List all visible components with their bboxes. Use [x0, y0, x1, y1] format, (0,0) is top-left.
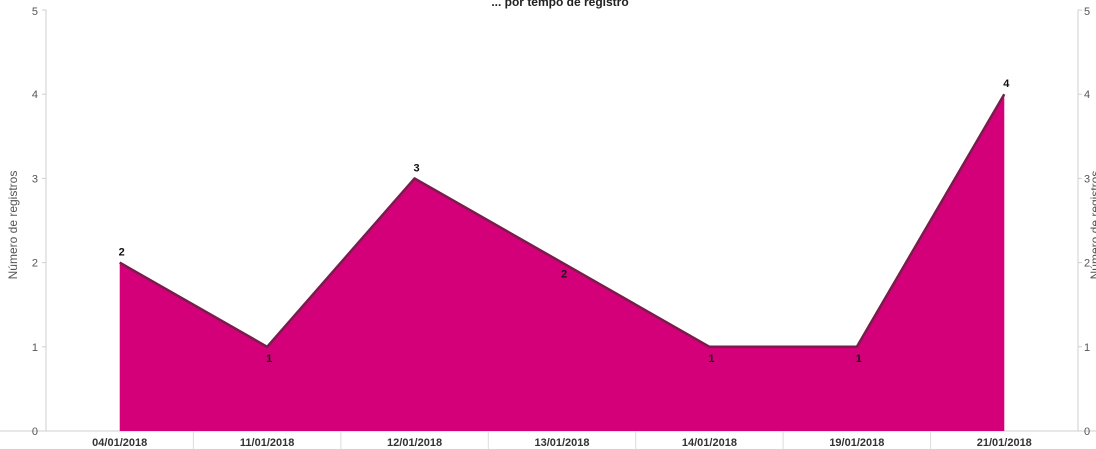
y-tick-label-left: 2: [32, 258, 38, 270]
y-tick-label-right: 5: [1084, 6, 1090, 18]
area-layer: [119, 93, 1006, 431]
chart-title: ... por tempo de registro: [491, 0, 628, 9]
y-tick-label-right: 3: [1084, 173, 1090, 185]
y-axis-right: 0 1 2 3 4 5: [1078, 6, 1090, 438]
x-tick-label: 13/01/2018: [534, 437, 589, 449]
data-label: 2: [561, 269, 567, 281]
data-label: 1: [708, 353, 714, 365]
data-label: 1: [856, 353, 862, 365]
data-label: 3: [414, 162, 420, 174]
y-tick-label-left: 0: [32, 426, 38, 438]
x-tick-label: 11/01/2018: [240, 437, 294, 449]
data-label: 2: [119, 247, 125, 259]
x-tick-label: 12/01/2018: [387, 437, 442, 449]
x-axis: 04/01/2018 11/01/2018 12/01/2018 13/01/2018…: [92, 431, 1032, 449]
x-tick-label: 21/01/2018: [977, 437, 1032, 449]
y-axis-title-right: Número de registros: [1088, 171, 1096, 280]
y-axis-left: 0 1 2 3 4 5: [32, 6, 46, 438]
y-tick-label-left: 1: [32, 342, 38, 354]
y-tick-label-right: 4: [1084, 89, 1090, 101]
y-tick-label-left: 3: [32, 173, 38, 185]
y-tick-label-left: 5: [32, 6, 38, 18]
x-tick-label: 04/01/2018: [92, 437, 147, 449]
area-series-line: [119, 93, 1006, 349]
x-tick-label: 14/01/2018: [682, 437, 737, 449]
data-label: 1: [266, 353, 272, 365]
y-tick-label-right: 1: [1084, 342, 1090, 354]
y-tick-label-right: 2: [1084, 258, 1090, 270]
data-labels: 2 1 3 2 1 1 4: [119, 78, 1011, 365]
data-label: 4: [1003, 78, 1010, 90]
y-tick-label-right: 0: [1084, 426, 1090, 438]
x-tick-label: 19/01/2018: [829, 437, 884, 449]
y-tick-label-left: 4: [32, 89, 38, 101]
y-axis-title-left: Número de registros: [6, 171, 20, 280]
